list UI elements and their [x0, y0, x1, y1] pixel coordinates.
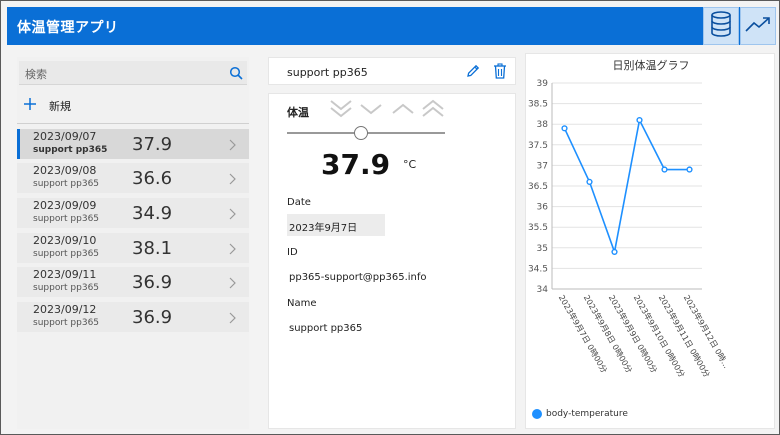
item-user: support pp365	[33, 179, 100, 189]
app-header: 体温管理アプリ	[7, 7, 776, 45]
chevron-up-icon[interactable]	[392, 103, 414, 114]
delete-icon[interactable]	[493, 63, 507, 83]
item-user: support pp365	[33, 145, 108, 155]
y-tick-label: 34	[537, 285, 549, 295]
list-item[interactable]: 2023/09/10 support pp365 38.1	[17, 233, 249, 263]
chevron-down-icon[interactable]	[360, 104, 382, 115]
data-point	[661, 166, 668, 173]
chevron-right-icon	[227, 241, 237, 255]
chart-button[interactable]	[740, 7, 776, 45]
item-date: 2023/09/12	[33, 303, 97, 316]
chart-panel: 日別体温グラフ 34 34.5 35 35.5 36 36.5 37 37.5 38 38.5 39…	[525, 53, 775, 429]
item-date: 2023/09/08	[33, 164, 97, 177]
slider-thumb[interactable]	[354, 126, 369, 140]
app-title: 体温管理アプリ	[17, 20, 119, 36]
x-tick-label: 2023年9月7日 0時00分	[557, 293, 610, 375]
data-point	[636, 116, 643, 124]
y-tick-label: 37	[537, 161, 548, 171]
temperature-label: 体温	[287, 106, 309, 119]
series-line	[563, 117, 690, 255]
item-temperature: 36.9	[132, 272, 173, 293]
database-icon	[710, 11, 732, 41]
double-chevron-down-icon[interactable]	[330, 100, 352, 118]
y-tick-label: 36	[537, 203, 549, 213]
list-item[interactable]: 2023/09/12 support pp365 36.9	[17, 302, 249, 332]
edit-icon[interactable]	[465, 63, 481, 83]
y-tick-label: 37.5	[528, 141, 548, 151]
item-date: 2023/09/11	[33, 268, 97, 281]
id-label: ID	[287, 247, 298, 258]
chevron-right-icon	[227, 171, 237, 185]
date-field[interactable]: 2023年9月7日	[287, 214, 385, 236]
item-user: support pp365	[33, 214, 100, 224]
item-temperature: 36.9	[132, 307, 173, 328]
temperature-line-chart: 34 34.5 35 35.5 36 36.5 37 37.5 38 38.5 39 2023年9月7…	[528, 79, 732, 379]
item-user: support pp365	[33, 283, 100, 293]
temperature-unit: °C	[403, 158, 417, 171]
chevron-right-icon	[227, 137, 237, 151]
item-temperature: 34.9	[132, 203, 173, 224]
data-point	[561, 125, 568, 132]
x-tick-label: 2023年9月9日 0時00分	[607, 293, 660, 375]
name-value: support pp365	[289, 323, 363, 334]
y-tick-label: 36.5	[528, 182, 548, 192]
list-item[interactable]: 2023/09/09 support pp365 34.9	[17, 198, 249, 228]
y-tick-label: 39	[537, 79, 549, 89]
trending-up-icon	[745, 15, 771, 37]
y-tick-label: 35	[537, 244, 548, 254]
chart-title: 日別体温グラフ	[612, 59, 690, 72]
legend-marker	[532, 409, 542, 419]
database-button[interactable]	[703, 7, 739, 45]
data-point	[611, 248, 618, 256]
temperature-value: 37.9	[321, 148, 391, 181]
new-record-label: 新規	[49, 100, 71, 113]
item-user: support pp365	[33, 318, 100, 328]
item-temperature: 38.1	[132, 238, 173, 259]
search-icon[interactable]	[229, 65, 243, 84]
item-date: 2023/09/09	[33, 199, 97, 212]
item-temperature: 36.6	[132, 168, 173, 189]
list-item[interactable]: 2023/09/07 support pp365 37.9	[17, 129, 249, 159]
search-input[interactable]: 検索	[19, 61, 247, 85]
list-item[interactable]: 2023/09/08 support pp365 36.6	[17, 163, 249, 193]
name-label: Name	[287, 298, 317, 309]
plus-icon	[23, 97, 41, 115]
list-divider	[17, 123, 249, 124]
y-tick-label: 35.5	[528, 223, 548, 233]
chevron-right-icon	[227, 310, 237, 324]
detail-header: support pp365	[268, 57, 516, 85]
record-list-panel: 検索 新規 2023/09/07 support pp365 37.9	[17, 57, 249, 429]
search-placeholder: 検索	[25, 68, 47, 81]
date-label: Date	[287, 197, 311, 208]
legend-label: body-temperature	[546, 409, 628, 419]
temperature-step-buttons	[329, 98, 447, 124]
item-date: 2023/09/07	[33, 130, 97, 143]
y-tick-label: 34.5	[528, 264, 548, 274]
x-tick-label: 2023年9月12日 0時...	[682, 293, 732, 370]
item-user: support pp365	[33, 249, 100, 259]
double-chevron-up-icon[interactable]	[422, 99, 444, 117]
detail-title: support pp365	[287, 66, 368, 79]
y-tick-label: 38	[537, 120, 549, 130]
item-temperature: 37.9	[132, 134, 173, 155]
chevron-right-icon	[227, 275, 237, 289]
chevron-right-icon	[227, 206, 237, 220]
detail-form: 体温 37.9 °C Date	[268, 93, 516, 429]
new-record-button[interactable]: 新規	[23, 97, 71, 115]
data-point	[586, 178, 593, 185]
id-value: pp365-support@pp365.info	[289, 272, 427, 283]
x-tick-label: 2023年9月8日 0時00分	[582, 293, 635, 375]
chart-legend: body-temperature	[532, 409, 628, 419]
y-tick-label: 38.5	[528, 100, 548, 110]
date-value: 2023年9月7日	[289, 223, 358, 234]
item-date: 2023/09/10	[33, 234, 97, 247]
list-item[interactable]: 2023/09/11 support pp365 36.9	[17, 267, 249, 297]
data-point	[686, 166, 693, 173]
